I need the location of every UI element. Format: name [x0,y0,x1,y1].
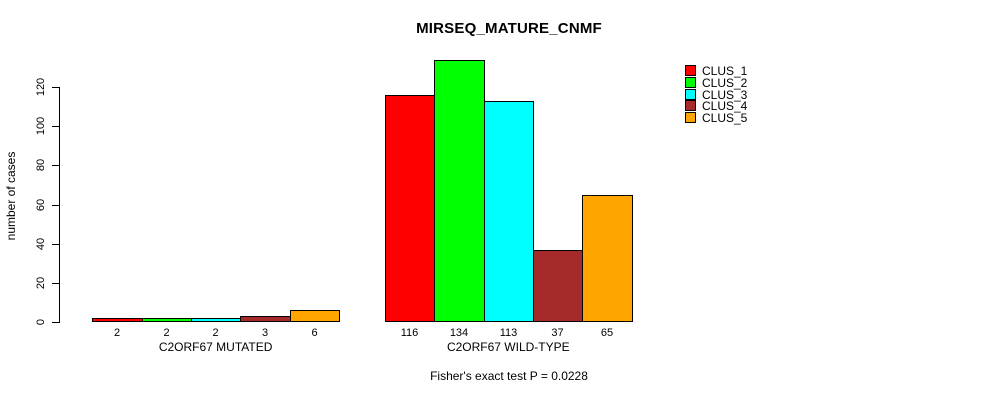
legend-label-clus_3: CLUS_3 [702,88,748,102]
y-axis-tick [52,322,59,323]
legend-swatch-clus_4 [685,100,696,111]
y-axis-tick-label: 20 [35,276,47,290]
y-axis-tick [52,244,59,245]
bar-value-label: 134 [449,327,469,339]
x-axis-group-label: C2ORF67 MUTATED [158,340,273,354]
bar-value-label: 6 [311,327,318,339]
y-axis-tick-label: 100 [35,116,47,136]
y-axis-tick-label: 120 [35,77,47,97]
chart-title: MIRSEQ_MATURE_CNMF [416,20,602,37]
bar-value-label: 3 [261,327,269,339]
x-axis-group-label: C2ORF67 WILD-TYPE [446,340,570,354]
legend-swatch-clus_5 [685,112,696,123]
y-axis-label: number of cases [4,151,18,241]
bar-clus_5-group2 [582,195,633,322]
y-axis-tick-label: 40 [35,237,47,251]
bar-clus_3-group1 [191,318,241,322]
bar-value-label: 2 [113,327,121,339]
bar-value-label: 116 [400,327,419,339]
bar-clus_3-group2 [484,101,534,322]
y-axis-line [59,87,60,323]
bar-clus_1-group1 [92,318,143,322]
bar-value-label: 2 [163,327,170,339]
legend-label-clus_2: CLUS_2 [702,76,748,90]
y-axis-tick-label: 80 [35,158,47,172]
footnote-text: Fisher's exact test P = 0.0228 [430,369,588,383]
bar-value-label: 65 [600,327,614,339]
bar-value-label: 2 [212,327,219,339]
y-axis-tick [52,126,59,127]
legend-label-clus_1: CLUS_1 [702,64,748,78]
y-axis-tick-label: 60 [35,198,47,212]
legend-swatch-clus_3 [685,89,696,100]
legend-label-clus_4: CLUS_4 [702,99,748,113]
bar-clus_5-group1 [290,310,340,322]
bar-clus_2-group1 [142,318,192,322]
bar-clus_1-group2 [385,95,435,322]
y-axis-tick [52,205,59,206]
legend-label-clus_5: CLUS_5 [702,111,748,125]
bar-value-label: 113 [499,327,518,339]
y-axis-tick-label: 0 [35,318,47,326]
bar-clus_4-group2 [533,250,583,322]
y-axis-tick [52,87,59,88]
legend-swatch-clus_2 [685,77,696,88]
bar-clus_4-group1 [240,316,291,322]
bar-clus_2-group2 [434,60,485,322]
y-axis-tick [52,283,59,284]
bar-value-label: 37 [551,327,564,339]
y-axis-tick [52,165,59,166]
legend-swatch-clus_1 [685,65,696,76]
